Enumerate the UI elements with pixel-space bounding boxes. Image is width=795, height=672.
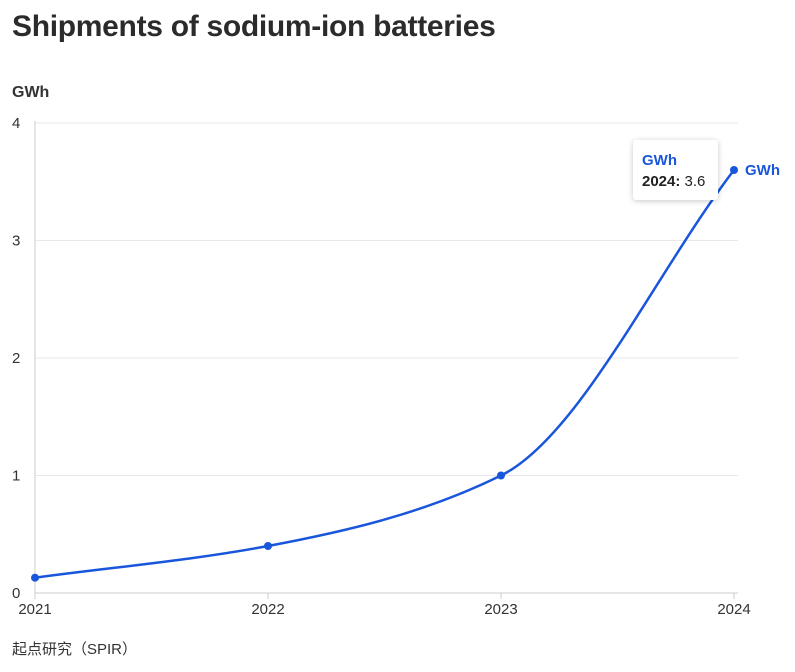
data-points [31,166,738,582]
data-point-2024 [730,166,738,174]
data-point-2023 [497,471,505,480]
tick-labels: 0 1 2 3 4 2021 2022 2023 2024 GWh [12,115,780,618]
tooltip-value: 3.6 [684,173,706,190]
data-point-2022 [264,542,272,550]
data-tooltip: GWh 2024: 3.6 [633,140,718,200]
data-point-2021 [31,573,39,582]
y-tick-label-3: 3 [12,233,20,250]
y-tick-label-4: 4 [12,115,20,132]
series-line-0 [33,168,736,579]
x-tick-label-2021: 2021 [18,601,51,618]
gridlines [35,122,738,476]
chart-title: Shipments of sodium-ion batteries [12,10,496,43]
x-tick-label-2023: 2023 [484,601,517,618]
tooltip-year: 2024: [642,173,681,190]
x-tick-label-2024: 2024 [717,601,750,618]
y-axis-unit-label: GWh [12,84,50,101]
y-tick-label-0: 0 [12,585,20,602]
source-note: 起点研究（SPIR） [12,641,138,658]
axes [34,121,738,599]
x-tick-label-2022: 2022 [251,601,284,618]
series-end-label: GWh [745,162,780,179]
series-layer [33,168,736,579]
y-tick-label-2: 2 [12,350,20,367]
y-tick-label-1: 1 [12,468,20,485]
tooltip-series-name: GWh [642,152,677,169]
